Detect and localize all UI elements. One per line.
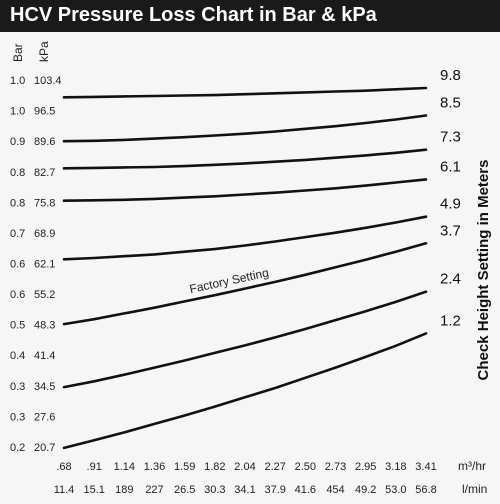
series-line-6.1	[62, 178, 428, 202]
x-tick-m3hr: 1.14	[114, 461, 135, 473]
series-label-9.8: 9.8	[440, 67, 461, 84]
y-tick-kpa: 41.4	[34, 350, 55, 362]
y-axis-left: Bar kPa 0.2 20.7 0.3 27.6 0.3 34.5 0.4 41.4 0.5 48.…	[10, 41, 62, 454]
x-tick-lmin: 11.4	[54, 484, 75, 496]
y-tick-kpa: 68.9	[34, 228, 55, 240]
x-tick-m3hr: 2.73	[325, 461, 346, 473]
y-tick-bar: 0.9	[10, 136, 25, 148]
y-tick-bar: 0.8	[10, 197, 25, 209]
x-tick-m3hr: 3.18	[385, 461, 406, 473]
y-tick-bar: 0.4	[10, 350, 25, 362]
x-unit-m3hr: m³/hr	[458, 459, 486, 473]
x-tick-m3hr: 3.41	[415, 461, 436, 473]
series-label-8.5: 8.5	[440, 95, 461, 112]
y-tick-kpa: 103.4	[34, 75, 62, 87]
y-tick-bar: 0.3	[10, 381, 25, 393]
y-tick-kpa: 20.7	[34, 442, 55, 454]
x-tick-m3hr: .68	[56, 461, 71, 473]
y-tick-bar: 0.6	[10, 258, 25, 270]
x-tick-lmin: 37.9	[264, 484, 285, 496]
series-labels: 9.8 8.5 7.3 6.1 4.9 3.7 2.4 1.2 Check Height Set…	[440, 67, 492, 380]
series-line-4.9	[62, 215, 428, 261]
x-tick-m3hr: 2.50	[295, 461, 316, 473]
series-group: Factory Setting	[62, 86, 428, 450]
chart-title: HCV Pressure Loss Chart in Bar & kPa	[10, 4, 377, 26]
series-label-4.9: 4.9	[440, 196, 461, 213]
series-label-2.4: 2.4	[440, 271, 461, 288]
x-tick-m3hr: 1.59	[174, 461, 195, 473]
series-line-3.7	[62, 242, 428, 326]
y-unit-bar: Bar	[11, 43, 25, 62]
y-tick-bar: 0.7	[10, 228, 25, 240]
x-tick-lmin: 454	[326, 484, 344, 496]
x-tick-m3hr: 2.04	[234, 461, 255, 473]
x-tick-m3hr: 1.82	[204, 461, 225, 473]
x-tick-m3hr: 2.27	[264, 461, 285, 473]
x-tick-lmin: 227	[145, 484, 163, 496]
series-line-9.8	[62, 86, 428, 99]
y-tick-kpa: 82.7	[34, 167, 55, 179]
y-tick-bar: 0.8	[10, 167, 25, 179]
series-line-7.3	[62, 148, 428, 170]
y-tick-kpa: 55.2	[34, 289, 55, 301]
x-tick-lmin: 26.5	[174, 484, 195, 496]
y-tick-bar: 1.0	[10, 75, 25, 87]
x-tick-lmin: 30.3	[204, 484, 225, 496]
x-tick-m3hr: 1.36	[144, 461, 165, 473]
y-tick-bar: 0.5	[10, 320, 25, 332]
right-axis-label: Check Height Setting in Meters	[475, 160, 492, 381]
series-label-1.2: 1.2	[440, 312, 461, 329]
y-tick-bar: 1.0	[10, 106, 25, 118]
series-line-2.4	[62, 290, 428, 389]
x-tick-lmin: 41.6	[295, 484, 316, 496]
y-unit-kpa: kPa	[37, 41, 51, 62]
y-tick-bar: 0.6	[10, 289, 25, 301]
x-tick-lmin: 189	[115, 484, 133, 496]
series-line-1.2	[62, 332, 428, 450]
x-axis-bottom: .68 .91 1.14 1.36 1.59 1.82 2.04 2.27 2.50 2.73 2.…	[54, 459, 488, 496]
x-tick-lmin: 34.1	[234, 484, 255, 496]
y-tick-kpa: 75.8	[34, 197, 55, 209]
x-unit-lmin: l/min	[462, 482, 487, 496]
y-tick-kpa: 34.5	[34, 381, 55, 393]
x-tick-m3hr: .91	[87, 461, 102, 473]
series-line-8.5	[62, 114, 428, 143]
x-tick-lmin: 56.8	[415, 484, 436, 496]
series-label-3.7: 3.7	[440, 222, 461, 239]
y-tick-kpa: 96.5	[34, 106, 55, 118]
x-tick-lmin: 49.2	[355, 484, 376, 496]
y-tick-kpa: 62.1	[34, 258, 55, 270]
y-tick-bar: 0.2	[10, 442, 25, 454]
x-tick-lmin: 53.0	[385, 484, 406, 496]
series-label-6.1: 6.1	[440, 158, 461, 175]
x-tick-lmin: 15.1	[83, 484, 104, 496]
y-tick-kpa: 48.3	[34, 320, 55, 332]
title-bar: HCV Pressure Loss Chart in Bar & kPa	[0, 0, 500, 32]
y-tick-kpa: 89.6	[34, 136, 55, 148]
y-tick-kpa: 27.6	[34, 411, 55, 423]
x-tick-m3hr: 2.95	[355, 461, 376, 473]
y-tick-bar: 0.3	[10, 411, 25, 423]
series-label-7.3: 7.3	[440, 129, 461, 146]
